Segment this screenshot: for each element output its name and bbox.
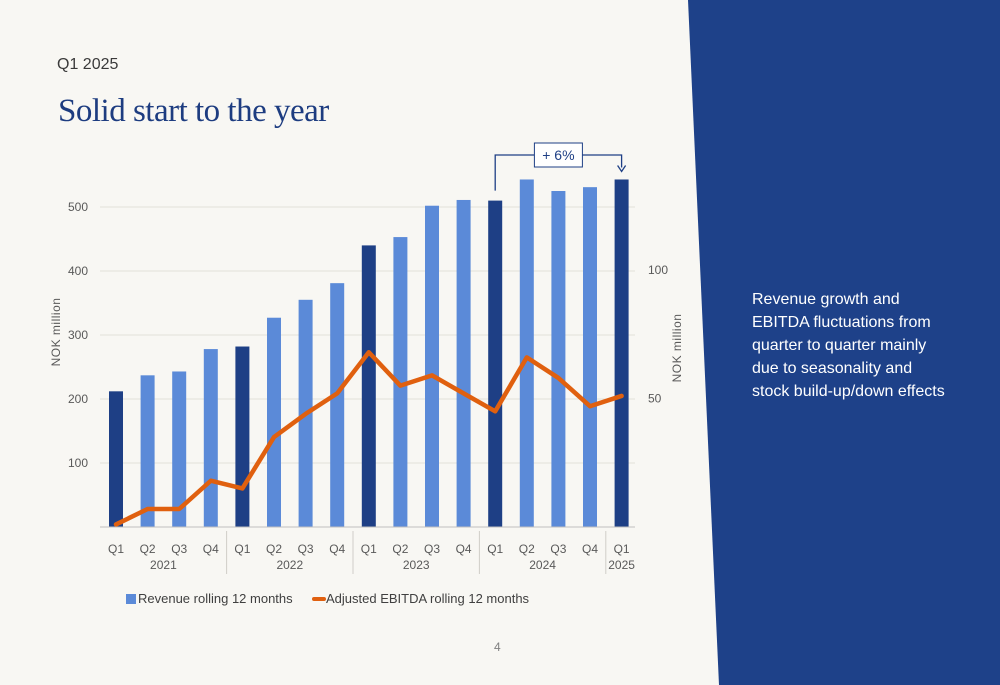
x-axis-year-label: 2025 — [608, 558, 635, 572]
x-axis-tick-label: Q2 — [140, 542, 156, 556]
x-axis-year-label: 2024 — [529, 558, 556, 572]
right-axis-tick-label: 100 — [648, 263, 668, 277]
page-title: Solid start to the year — [58, 93, 329, 129]
revenue-bar — [140, 375, 155, 527]
right-axis-tick-label: 50 — [648, 392, 662, 406]
x-axis-year-label: 2021 — [150, 558, 177, 572]
x-axis-tick-label: Q3 — [424, 542, 440, 556]
x-axis-tick-label: Q4 — [456, 542, 472, 556]
left-axis-tick-label: 300 — [68, 328, 88, 342]
x-axis-tick-label: Q2 — [392, 542, 408, 556]
x-axis-tick-label: Q2 — [519, 542, 535, 556]
x-axis-tick-label: Q1 — [614, 542, 630, 556]
period-label: Q1 2025 — [57, 56, 119, 73]
revenue-bar — [583, 187, 597, 527]
left-axis-tick-label: 500 — [68, 200, 88, 214]
revenue-bar — [614, 179, 629, 528]
revenue-bar — [456, 199, 471, 527]
revenue-bar — [361, 245, 376, 527]
revenue-bar — [393, 237, 408, 527]
right-axis-label: NOK million — [670, 314, 684, 383]
revenue-bar — [172, 371, 187, 527]
legend-label-ebitda: Adjusted EBITDA rolling 12 months — [326, 591, 530, 606]
x-axis-tick-label: Q4 — [582, 542, 598, 556]
x-axis-year-label: 2023 — [403, 558, 430, 572]
left-axis-tick-label: 200 — [68, 392, 88, 406]
revenue-bar — [267, 317, 281, 527]
left-axis-tick-label: 100 — [68, 456, 88, 470]
x-axis-tick-label: Q1 — [108, 542, 124, 556]
legend-item-revenue: Revenue rolling 12 months — [126, 591, 293, 606]
legend-swatch-ebitda — [312, 596, 326, 601]
legend-label-revenue: Revenue rolling 12 months — [138, 591, 293, 606]
growth-annotation-label: + 6% — [542, 147, 574, 163]
left-axis-label: NOK million — [49, 298, 63, 367]
x-axis-tick-label: Q3 — [298, 542, 314, 556]
revenue-ebitda-chart: 100 200 300 400 500 50 100 NOK million NOK milli… — [49, 142, 684, 574]
x-axis-year-label: 2022 — [276, 558, 303, 572]
growth-annotation-box — [533, 142, 583, 168]
revenue-bar — [203, 349, 218, 527]
legend-item-ebitda: Adjusted EBITDA rolling 12 months — [312, 591, 529, 606]
x-axis-tick-label: Q4 — [329, 542, 345, 556]
growth-annotation-arrowhead — [617, 165, 627, 173]
revenue-bar — [330, 283, 345, 527]
x-axis-tick-label: Q2 — [266, 542, 282, 556]
revenue-bar — [551, 191, 566, 527]
x-axis-tick-label: Q1 — [487, 542, 503, 556]
revenue-bar — [519, 179, 534, 528]
revenue-bar — [488, 200, 503, 527]
commentary-text: Revenue growth and EBITDA fluctuations f… — [752, 291, 945, 400]
x-axis-tick-label: Q1 — [361, 542, 377, 556]
revenue-bar — [109, 391, 123, 527]
revenue-bar — [425, 205, 439, 527]
revenue-bar — [235, 346, 250, 527]
x-axis-tick-label: Q4 — [203, 542, 219, 556]
ebitda-line — [113, 349, 624, 527]
x-axis-tick-label: Q3 — [550, 542, 566, 556]
x-axis-tick-label: Q3 — [171, 542, 187, 556]
left-axis-tick-label: 400 — [68, 264, 88, 278]
page-number: 4 — [494, 640, 501, 654]
legend-swatch-revenue — [126, 593, 136, 604]
x-axis-tick-label: Q1 — [234, 542, 250, 556]
